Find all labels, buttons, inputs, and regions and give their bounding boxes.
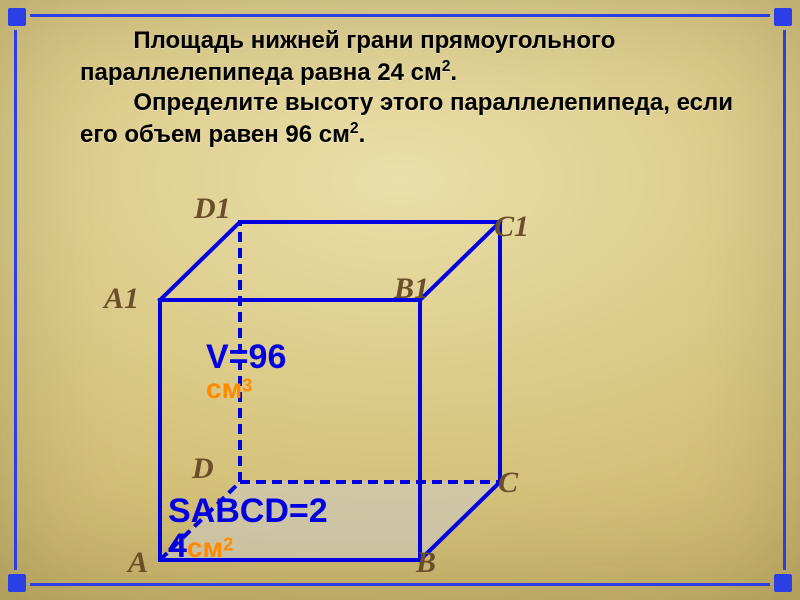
frame-left (14, 30, 17, 570)
volume-text: V=96 см3 (206, 340, 286, 403)
frame-corner-br (774, 574, 792, 592)
problem-line-1: Площадь нижней грани прямоугольного пара… (80, 27, 615, 86)
frame-top (30, 14, 770, 17)
label-D: D (192, 452, 214, 486)
area-text: SABCD=2 4см2 (168, 494, 328, 563)
label-A1: A1 (104, 282, 139, 316)
problem-line-2: Определите высоту этого параллелепипеда,… (80, 89, 733, 148)
frame-right (783, 30, 786, 570)
area-exp: 2 (223, 534, 233, 554)
problem-text: Площадь нижней грани прямоугольного пара… (80, 26, 740, 151)
volume-value: V=96 (206, 338, 286, 376)
label-D1: D1 (194, 192, 231, 226)
area-unit: см (187, 532, 223, 563)
frame-bottom (30, 583, 770, 586)
label-A: A (128, 546, 148, 580)
label-B: B (416, 546, 436, 580)
area-line1: SABCD=2 (168, 492, 328, 530)
area-line2: 4 (168, 527, 187, 565)
frame-corner-tl (8, 8, 26, 26)
label-C1: C1 (494, 210, 529, 244)
frame-corner-tr (774, 8, 792, 26)
label-C: C (498, 466, 518, 500)
volume-exp: 3 (242, 375, 252, 395)
label-B1: B1 (394, 272, 429, 306)
volume-unit: см (206, 373, 242, 404)
frame-corner-bl (8, 574, 26, 592)
